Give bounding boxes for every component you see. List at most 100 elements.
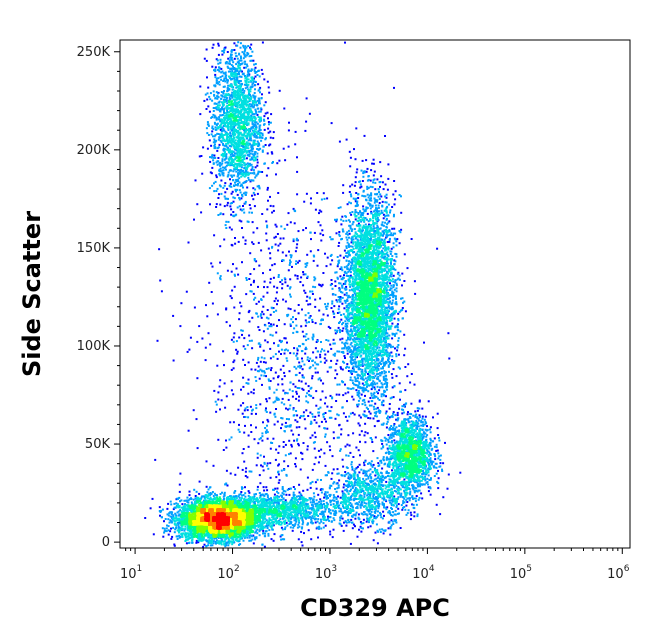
event-point — [232, 68, 235, 71]
event-point — [360, 169, 363, 172]
event-point — [399, 231, 402, 234]
event-point — [392, 511, 395, 514]
event-point — [219, 213, 222, 216]
event-point — [285, 473, 288, 476]
event-point — [351, 313, 354, 316]
event-point — [353, 361, 356, 364]
event-point — [214, 107, 217, 110]
event-point — [365, 513, 368, 516]
event-point — [176, 511, 179, 514]
event-point — [383, 372, 386, 375]
event-point — [215, 58, 218, 61]
event-point — [394, 433, 396, 435]
event-point — [361, 214, 364, 216]
event-point — [439, 462, 442, 465]
event-point — [355, 205, 358, 207]
event-point — [397, 339, 400, 342]
event-point — [338, 393, 341, 396]
event-point — [298, 498, 301, 501]
event-point — [364, 431, 367, 434]
event-point — [380, 461, 383, 464]
event-point — [345, 521, 348, 524]
event-point — [366, 509, 369, 512]
event-point — [397, 344, 400, 346]
event-point — [341, 269, 344, 272]
event-point — [255, 312, 258, 315]
event-point — [370, 199, 373, 202]
event-point — [363, 134, 366, 137]
event-point — [322, 272, 325, 274]
event-point — [300, 541, 303, 544]
event-point — [229, 421, 232, 424]
event-point — [365, 520, 368, 523]
event-point — [320, 479, 322, 481]
event-point — [238, 59, 241, 62]
event-point — [437, 477, 440, 480]
event-point — [381, 250, 384, 253]
event-point — [332, 494, 335, 497]
event-point — [250, 290, 253, 293]
event-point — [267, 247, 270, 250]
event-point — [419, 483, 422, 486]
event-point — [316, 526, 319, 529]
event-point — [269, 143, 272, 146]
event-point — [336, 218, 338, 221]
event-point — [373, 396, 376, 399]
event-point — [356, 338, 358, 341]
event-point — [370, 477, 373, 480]
event-point — [254, 121, 257, 124]
event-point — [250, 431, 253, 433]
event-point — [163, 520, 165, 523]
event-point — [331, 259, 334, 262]
event-point — [354, 209, 357, 211]
event-point — [262, 532, 264, 535]
event-point — [382, 456, 385, 459]
event-point — [406, 413, 409, 416]
event-point — [368, 199, 371, 202]
event-point — [259, 368, 262, 371]
event-point — [339, 449, 342, 452]
event-point — [426, 429, 429, 432]
event-point — [363, 209, 366, 212]
event-point — [266, 188, 269, 191]
event-point — [337, 484, 340, 487]
event-point — [370, 437, 372, 440]
event-point — [349, 224, 352, 227]
event-point — [403, 333, 406, 336]
event-point — [219, 128, 222, 131]
event-point — [173, 544, 176, 547]
event-point — [272, 524, 275, 527]
event-point — [389, 211, 391, 214]
event-point — [263, 374, 266, 377]
event-point — [285, 348, 288, 351]
event-point — [376, 490, 379, 493]
event-point — [230, 213, 233, 216]
event-point — [342, 412, 345, 415]
event-point — [217, 44, 220, 47]
event-point — [262, 330, 265, 333]
event-point — [339, 329, 342, 332]
event-point — [382, 484, 385, 487]
event-point — [305, 502, 308, 505]
event-point — [432, 460, 435, 463]
event-point — [234, 181, 236, 184]
event-point — [215, 203, 218, 206]
event-point — [391, 307, 394, 310]
event-point — [242, 205, 244, 207]
event-point — [380, 195, 383, 198]
event-point — [333, 354, 336, 357]
event-point — [311, 480, 314, 483]
event-point — [292, 433, 295, 436]
event-point — [220, 97, 223, 100]
event-point — [354, 525, 356, 528]
event-point — [395, 290, 398, 293]
event-point — [227, 197, 229, 200]
event-point — [233, 273, 236, 276]
event-point — [183, 499, 186, 502]
event-point — [269, 347, 272, 350]
event-point — [204, 494, 207, 497]
event-point — [411, 503, 414, 506]
event-point — [394, 268, 397, 271]
event-point — [249, 130, 252, 133]
event-point — [340, 351, 343, 354]
